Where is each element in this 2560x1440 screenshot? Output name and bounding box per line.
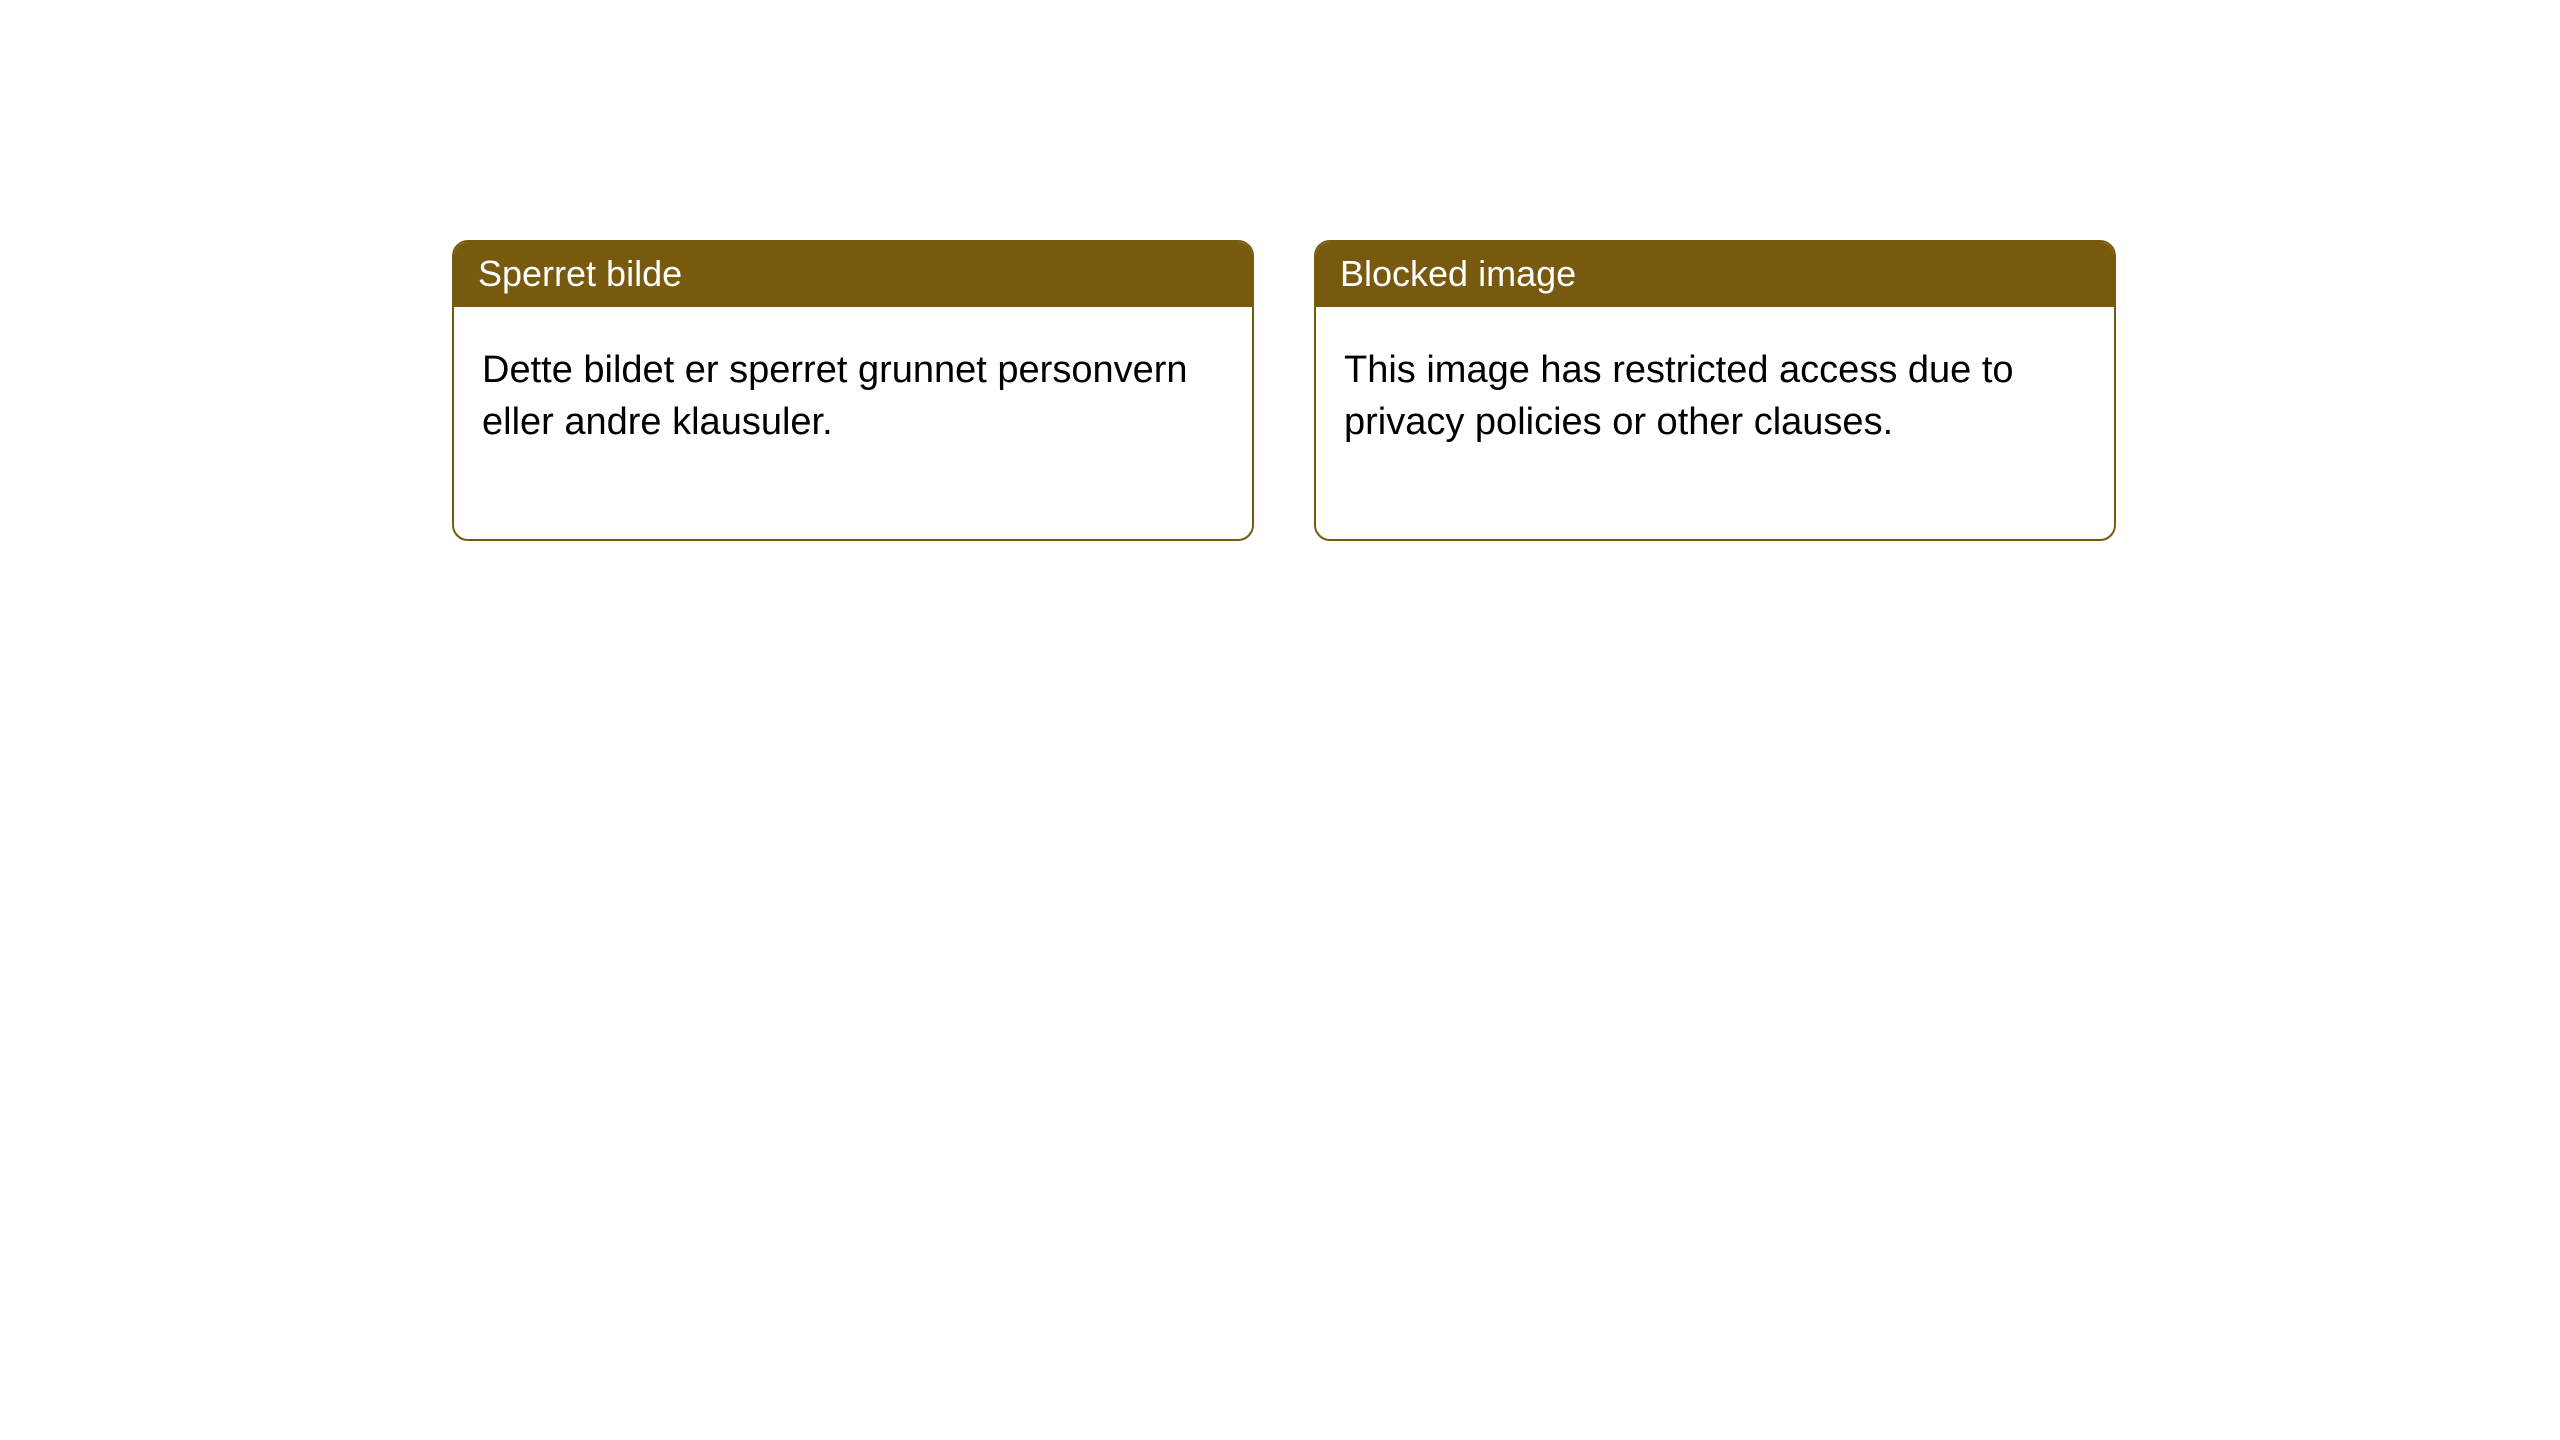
notice-body: This image has restricted access due to … — [1316, 307, 2114, 538]
notice-body: Dette bildet er sperret grunnet personve… — [454, 307, 1252, 538]
notice-title: Blocked image — [1316, 242, 2114, 307]
notice-title: Sperret bilde — [454, 242, 1252, 307]
notice-container: Sperret bilde Dette bildet er sperret gr… — [0, 0, 2560, 541]
notice-box-english: Blocked image This image has restricted … — [1314, 240, 2116, 541]
notice-box-norwegian: Sperret bilde Dette bildet er sperret gr… — [452, 240, 1254, 541]
